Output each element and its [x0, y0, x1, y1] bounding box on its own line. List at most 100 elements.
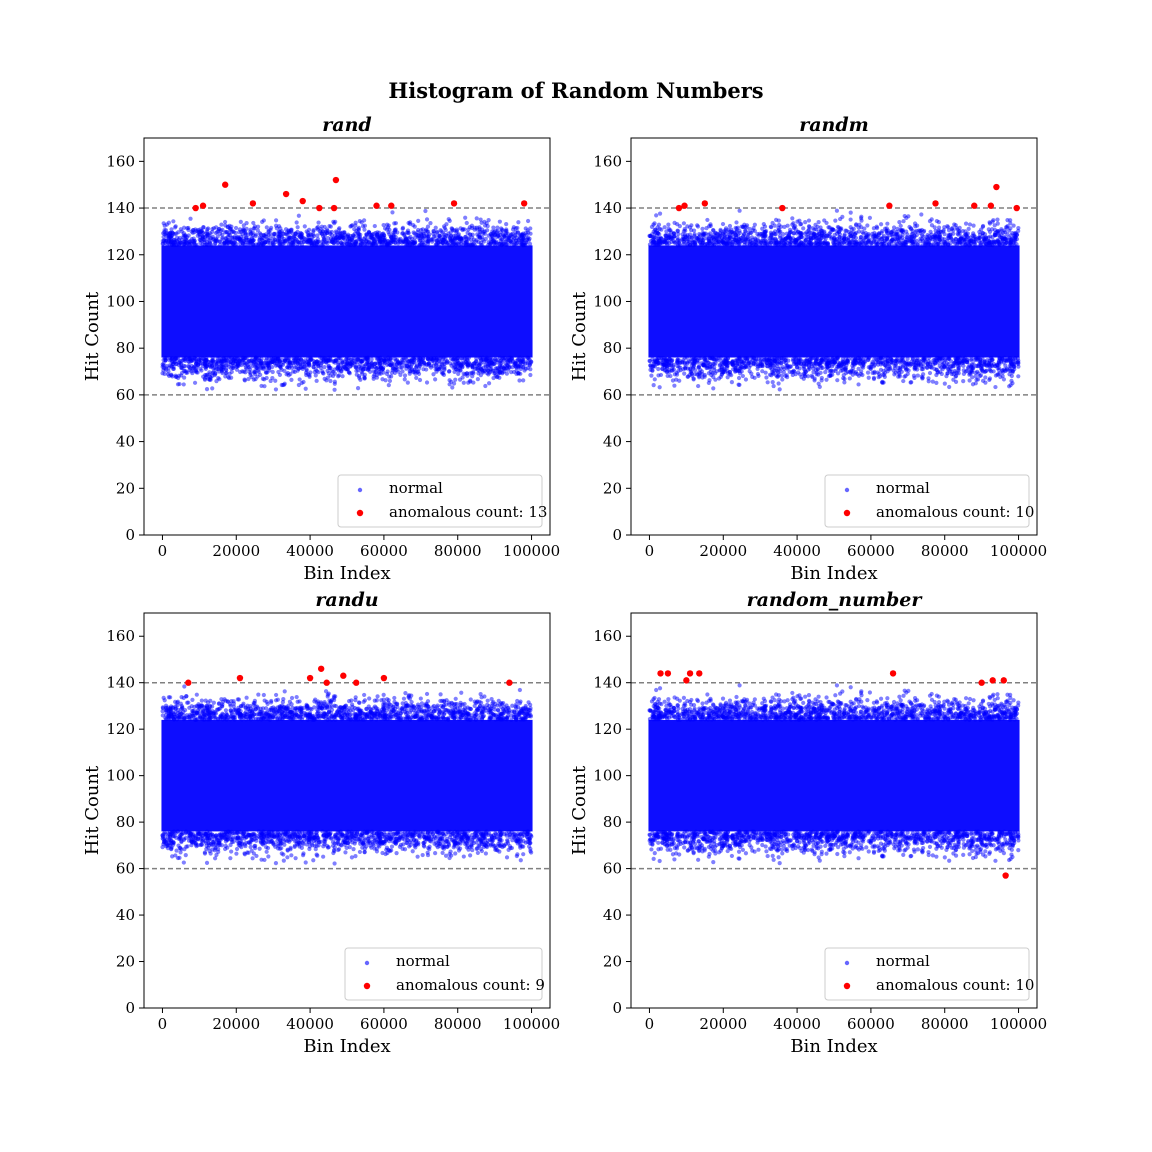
normal-point [329, 239, 335, 244]
normal-point [492, 232, 497, 238]
x-tick-label: 40000 [286, 542, 334, 560]
normal-point [870, 361, 876, 366]
normal-point [219, 222, 224, 227]
normal-point [436, 242, 441, 247]
normal-point [362, 223, 368, 228]
normal-point [184, 370, 189, 376]
normal-point [436, 367, 441, 372]
normal-point [797, 372, 803, 377]
normal-point [791, 231, 796, 236]
normal-point [302, 361, 307, 366]
normal-point [689, 223, 694, 228]
normal-point [393, 227, 398, 232]
normal-point [900, 228, 905, 233]
y-tick-label: 20 [116, 479, 135, 497]
normal-point [491, 238, 496, 244]
normal-point [882, 238, 887, 243]
normal-point [209, 358, 215, 363]
normal-point [471, 241, 476, 247]
normal-points [647, 208, 1021, 392]
normal-point [921, 229, 926, 234]
normal-point [771, 383, 776, 389]
normal-point [983, 369, 988, 374]
normal-point [947, 384, 952, 390]
normal-point [499, 364, 504, 369]
normal-point [316, 370, 321, 375]
normal-point [884, 230, 889, 235]
normal-point [460, 227, 465, 233]
normal-point [897, 240, 903, 246]
normal-point [497, 370, 502, 376]
normal-point [743, 377, 749, 382]
normal-point [966, 366, 971, 371]
normal-point [177, 235, 183, 241]
normal-point [443, 233, 449, 238]
normal-point [948, 240, 953, 246]
normal-point [526, 356, 531, 361]
normal-point [823, 370, 828, 375]
normal-point [261, 366, 266, 372]
normal-point [302, 236, 307, 241]
normal-point [276, 356, 281, 361]
normal-point [169, 227, 174, 232]
normal-point [926, 376, 931, 381]
normal-point [973, 370, 978, 375]
normal-point [329, 236, 334, 241]
normal-point [263, 370, 269, 375]
normal-point [734, 220, 739, 225]
normal-point [236, 357, 241, 362]
normal-point [905, 356, 910, 362]
normal-point [885, 355, 890, 360]
normal-point [261, 361, 267, 366]
normal-point [243, 231, 248, 236]
normal-point [1009, 373, 1014, 379]
normal-point [463, 215, 468, 220]
normal-point [186, 225, 191, 231]
normal-point [1016, 364, 1021, 369]
normal-point [347, 371, 352, 376]
normal-point [324, 378, 329, 383]
normal-point [824, 377, 829, 382]
normal-point [366, 365, 372, 370]
normal-point [787, 227, 793, 232]
normal-point [827, 225, 832, 230]
normal-point [904, 215, 909, 221]
normal-point [872, 230, 877, 236]
normal-point [711, 374, 716, 380]
y-tick-label: 60 [116, 386, 135, 404]
normal-point [349, 223, 354, 229]
normal-point [747, 226, 752, 232]
normal-point [483, 362, 488, 368]
normal-point [847, 376, 852, 381]
normal-point [251, 377, 256, 382]
normal-point [369, 233, 374, 238]
axes-frame [143, 137, 551, 536]
normal-point [785, 375, 790, 380]
normal-point [449, 379, 454, 384]
normal-point [856, 366, 861, 371]
normal-point [865, 239, 871, 244]
normal-point [442, 237, 447, 242]
normal-point [301, 365, 307, 370]
normal-point [362, 218, 367, 223]
normal-point [677, 224, 682, 229]
normal-point [294, 365, 299, 370]
normal-point [471, 380, 476, 385]
normal-point [167, 358, 172, 363]
normal-point [469, 370, 474, 375]
normal-point [786, 358, 791, 363]
normal-point [432, 360, 437, 365]
normal-point [983, 380, 988, 385]
normal-point [364, 232, 369, 237]
normal-point [657, 231, 662, 237]
normal-point [888, 230, 894, 235]
normal-point [267, 359, 272, 365]
y-tick-label: 160 [106, 152, 135, 170]
normal-point [770, 380, 775, 385]
normal-point [927, 234, 932, 239]
normal-point [997, 356, 1003, 361]
normal-point [373, 361, 378, 366]
normal-point [323, 356, 328, 361]
normal-point [416, 227, 421, 233]
normal-point [760, 369, 765, 374]
